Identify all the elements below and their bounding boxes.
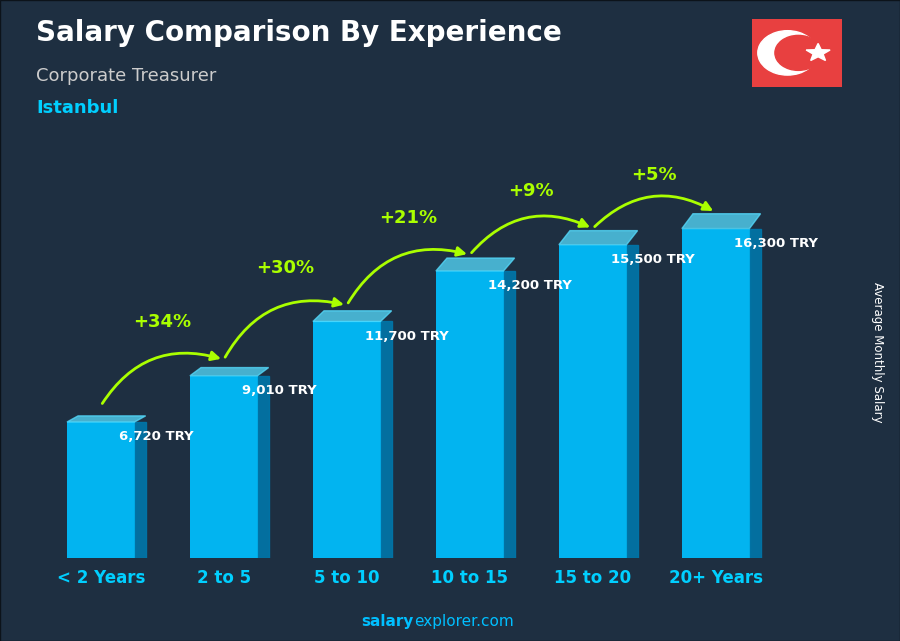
Bar [436,271,504,558]
Text: +9%: +9% [508,182,554,200]
Polygon shape [381,321,392,558]
Text: +30%: +30% [256,259,314,277]
Text: +34%: +34% [133,313,192,331]
Polygon shape [257,376,269,558]
Text: +21%: +21% [379,208,437,226]
Text: +5%: +5% [632,166,677,184]
Bar [559,245,626,558]
Polygon shape [750,229,760,558]
Text: Istanbul: Istanbul [36,99,119,117]
Text: Average Monthly Salary: Average Monthly Salary [871,282,884,423]
Polygon shape [682,213,760,229]
Text: 6,720 TRY: 6,720 TRY [119,430,194,443]
Bar [682,229,750,558]
Polygon shape [626,245,637,558]
Wedge shape [775,35,822,71]
Text: 9,010 TRY: 9,010 TRY [242,384,317,397]
Polygon shape [313,311,392,321]
Text: salary: salary [362,615,414,629]
Text: 14,200 TRY: 14,200 TRY [488,279,572,292]
Text: Corporate Treasurer: Corporate Treasurer [36,67,216,85]
Polygon shape [559,231,637,245]
Polygon shape [504,271,515,558]
Polygon shape [436,258,515,271]
Bar [190,376,257,558]
Polygon shape [135,422,146,558]
Wedge shape [758,31,817,75]
Polygon shape [806,44,830,60]
Text: 15,500 TRY: 15,500 TRY [611,253,695,266]
Bar [67,422,135,558]
Text: Salary Comparison By Experience: Salary Comparison By Experience [36,19,562,47]
Polygon shape [67,416,146,422]
Bar [313,321,381,558]
Text: explorer.com: explorer.com [414,615,514,629]
Text: 16,300 TRY: 16,300 TRY [734,237,818,249]
Polygon shape [190,367,269,376]
Text: 11,700 TRY: 11,700 TRY [365,329,449,342]
